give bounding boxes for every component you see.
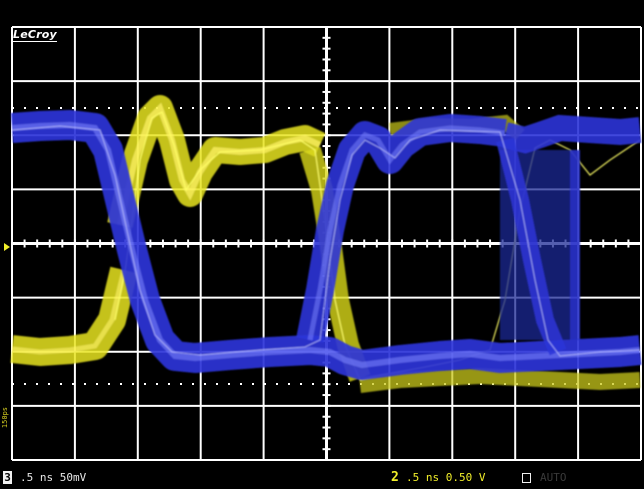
channel-2-indicator[interactable]: 2 <box>391 470 399 485</box>
status-bar: 3 .5 ns 50mV 2 .5 ns 0.50 V AUTO <box>0 466 644 489</box>
trigger-level-marker[interactable] <box>4 243 10 251</box>
side-label: 150ps <box>1 407 9 429</box>
channel-3-indicator[interactable]: 3 <box>3 471 12 484</box>
lecroy-logo: LeCroy <box>13 28 57 42</box>
channel-3-readout: .5 ns 50mV <box>20 471 87 484</box>
trigger-mode-label: AUTO <box>540 471 567 484</box>
acquisition-square-icon <box>522 473 531 483</box>
channel-3-eye-trace <box>10 110 642 380</box>
channel-2-readout: .5 ns 0.50 V <box>406 471 486 484</box>
